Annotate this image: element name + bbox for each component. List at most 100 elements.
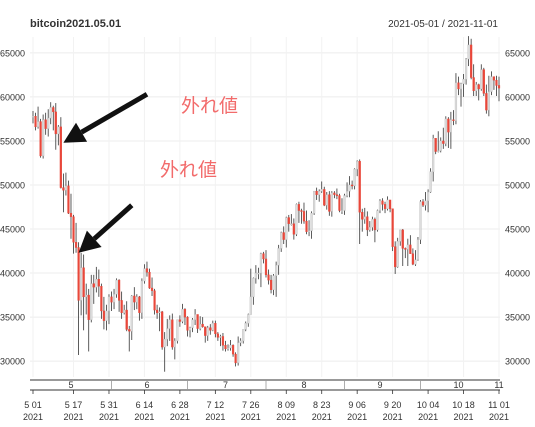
y-tick-label-left: 65000	[0, 48, 25, 58]
candle	[361, 208, 364, 232]
candle	[333, 191, 336, 199]
candle	[477, 83, 480, 101]
candle	[444, 116, 447, 147]
candle	[259, 252, 263, 288]
candle-body-up	[90, 283, 93, 320]
candle	[442, 127, 445, 149]
candle-body-down	[492, 76, 496, 81]
x-tick-year: 2021	[99, 412, 119, 422]
chart-title: bitcoin2021.05.01	[30, 18, 121, 30]
candle-body-down	[110, 296, 113, 303]
candle	[396, 237, 399, 268]
candle-body-up	[272, 275, 275, 290]
y-tick-label-left: 40000	[0, 269, 25, 279]
candle-body-down	[282, 232, 285, 240]
y-tick-label-right: 65000	[505, 48, 530, 58]
candle-body-up	[173, 340, 176, 348]
candle-body-up	[244, 323, 247, 330]
candle	[168, 315, 171, 341]
candle	[424, 192, 427, 211]
candle-body-up	[426, 191, 430, 202]
candle	[411, 248, 414, 266]
x-tick-label: 7 12	[207, 400, 225, 410]
candle-body-up	[437, 150, 440, 152]
x-tick-label: 10 18	[452, 400, 475, 410]
candle	[378, 199, 382, 214]
candle	[447, 117, 450, 148]
candle-body-up	[368, 227, 371, 231]
candle	[338, 193, 341, 213]
candle-body-up	[290, 223, 293, 225]
candle	[163, 332, 166, 372]
candle-body-up	[64, 185, 68, 191]
candle-body-down	[133, 295, 136, 303]
candle	[371, 216, 374, 231]
candle	[307, 220, 311, 237]
candle-body-down	[221, 336, 225, 346]
candle-body-up	[257, 272, 260, 275]
candle	[497, 76, 501, 102]
candle	[452, 110, 455, 126]
candle	[138, 295, 141, 321]
candle	[449, 111, 452, 149]
candle-body-down	[391, 208, 394, 247]
candle-body-down	[214, 323, 217, 335]
candle	[244, 321, 247, 332]
candle-body-down	[39, 121, 42, 157]
candle-body-up	[181, 308, 184, 322]
candle	[257, 267, 260, 280]
candle-body-down	[388, 199, 392, 209]
candle-body-up	[47, 117, 50, 129]
candle	[267, 269, 270, 285]
candle-body-up	[396, 241, 399, 268]
candle	[323, 186, 326, 207]
candle-body-down	[292, 223, 295, 235]
candle	[475, 81, 478, 97]
candle	[158, 307, 161, 332]
candle-body-down	[161, 311, 164, 348]
candle	[394, 241, 397, 274]
candle	[150, 277, 154, 296]
x-tick-year: 2021	[23, 412, 43, 422]
candle-body-down	[366, 216, 369, 231]
candle	[237, 336, 240, 366]
candle-body-up	[464, 58, 468, 80]
x-tick-label: 6 14	[136, 400, 154, 410]
candle	[383, 201, 387, 214]
x-tick-label: 7 26	[242, 400, 260, 410]
candle	[181, 303, 184, 324]
candle	[437, 131, 440, 153]
candle-body-down	[145, 268, 149, 273]
candle-body-down	[328, 194, 331, 212]
candle-body-up	[85, 294, 88, 298]
candle-body-up	[295, 204, 298, 235]
candle-body-up	[475, 84, 478, 91]
candle-body-down	[59, 126, 62, 188]
candle-body-up	[454, 82, 458, 121]
candle-body-down	[457, 82, 460, 90]
candle-body-up	[310, 212, 313, 231]
x-tick-label: 11 01	[488, 400, 510, 410]
candle-body-up	[252, 278, 255, 298]
candle-body-up	[313, 190, 316, 214]
candle	[110, 291, 113, 311]
x-tick-year: 2021	[418, 412, 438, 422]
month-label: 5	[68, 380, 73, 390]
candle	[173, 338, 176, 360]
candle	[325, 192, 328, 210]
candle-body-up	[280, 232, 283, 249]
candle-body-up	[158, 311, 161, 314]
y-tick-label-right: 30000	[505, 357, 530, 367]
candle	[231, 344, 235, 357]
candle	[120, 291, 123, 319]
candle	[204, 326, 207, 343]
candle-body-down	[482, 69, 485, 94]
candle-body-down	[269, 279, 273, 290]
candle-body-down	[472, 77, 475, 91]
candle	[401, 229, 404, 267]
candle	[216, 332, 219, 341]
candle-body-down	[470, 44, 473, 78]
candle	[226, 344, 230, 351]
candle	[193, 309, 197, 326]
candle	[368, 221, 371, 232]
